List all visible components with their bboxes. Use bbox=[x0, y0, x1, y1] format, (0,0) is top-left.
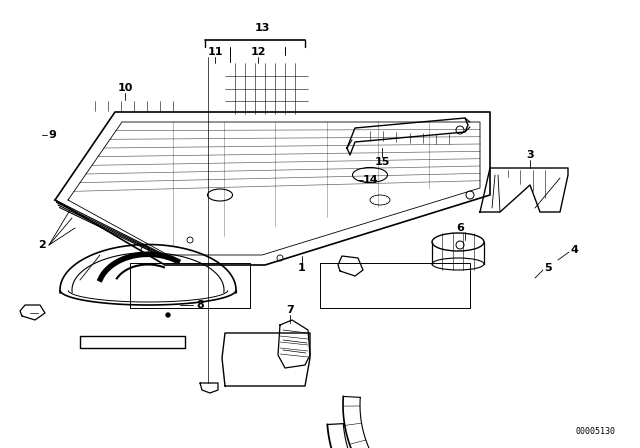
Text: 1: 1 bbox=[298, 263, 306, 273]
Text: 8: 8 bbox=[196, 300, 204, 310]
Text: 4: 4 bbox=[570, 245, 578, 255]
Circle shape bbox=[166, 313, 170, 317]
Text: 9: 9 bbox=[48, 130, 56, 140]
Text: 7: 7 bbox=[286, 305, 294, 315]
Text: 12: 12 bbox=[250, 47, 266, 57]
Text: 3: 3 bbox=[526, 150, 534, 160]
Text: 15: 15 bbox=[374, 157, 390, 167]
Text: 2: 2 bbox=[38, 240, 46, 250]
Text: 11: 11 bbox=[207, 47, 223, 57]
Text: 6: 6 bbox=[456, 223, 464, 233]
Text: 5: 5 bbox=[544, 263, 552, 273]
Text: 00005130: 00005130 bbox=[575, 427, 615, 436]
Text: 10: 10 bbox=[117, 83, 132, 93]
Text: 14: 14 bbox=[362, 175, 378, 185]
Text: 13: 13 bbox=[254, 23, 269, 33]
